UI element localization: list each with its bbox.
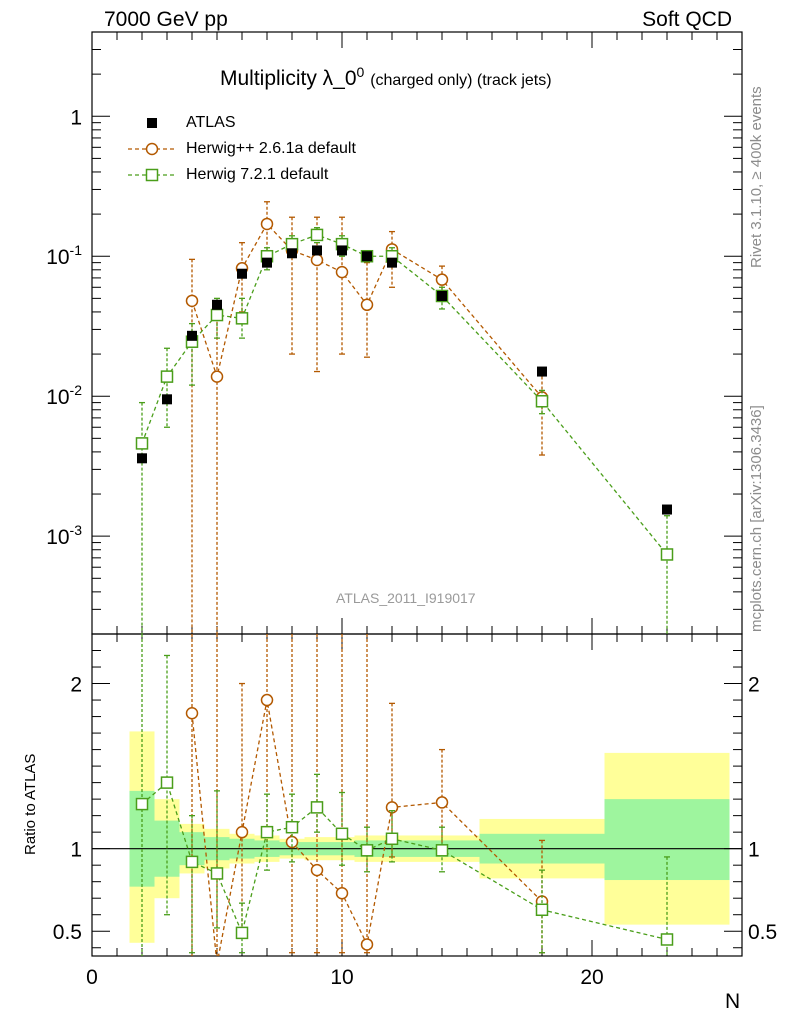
series-1-marker-ratio-12 [535,903,549,917]
series-1-marker-main-6 [285,237,299,251]
y-main-tick-label-3: 1 [70,106,82,129]
header-left-label: 7000 GeV pp [104,8,228,31]
atlas-data-point-11 [437,290,447,301]
x-tick-label-0: 0 [86,966,98,989]
series-1-marker-ratio-7 [310,801,324,814]
y-main-tick-label-0: 10-3 [46,522,82,549]
series-1-marker-main-0 [135,437,149,450]
series-1-marker-ratio-9 [360,844,374,857]
series-1-marker-main-4 [235,312,249,325]
series-1-marker-ratio-11 [435,844,449,857]
y-ratio-tick-label-right-1: 1 [748,839,760,862]
series-1-marker-ratio-0 [135,797,149,811]
series-1-marker-ratio-10 [385,832,399,846]
chart-title-main: Multiplicity λ_0 [220,67,357,90]
series-1-line-main [141,234,668,555]
series-0-marker-ratio-6 [335,887,349,900]
axis-ticks [91,31,743,956]
ratio-band-inner-13 [604,799,730,881]
legend-marker-herwigpp [145,142,159,156]
y-ratio-tick-label-0: 0.5 [53,921,82,944]
atlas-data-point-5 [262,257,272,268]
series-1-marker-ratio-3 [210,867,224,880]
series-0-marker-ratio-2 [235,825,249,839]
series-1-marker-ratio-8 [335,827,349,841]
atlas-data-point-1 [162,394,172,405]
chart-title: Multiplicity λ_00 (charged only) (track … [220,64,552,91]
series-1-marker-ratio-5 [260,825,274,839]
atlas-data-point-4 [237,268,247,279]
series-0-marker-main-5 [310,253,324,267]
series-1-marker-ratio-6 [285,820,299,834]
series-0-marker-main-3 [260,217,274,231]
series-0-marker-main-1 [210,370,224,383]
series-1-marker-ratio-4 [235,926,249,940]
series-0-marker-ratio-0 [185,707,199,720]
x-axis-label: N [725,990,741,1013]
series-0-marker-main-0 [185,294,199,308]
y-main-tick-label-1: 10-2 [46,382,82,409]
atlas-data-points [137,245,672,515]
atlas-data-point-9 [362,251,372,262]
atlas-data-point-7 [312,245,322,256]
legend-marker-herwig7 [145,168,159,182]
series-1-marker-ratio-1 [160,776,174,789]
series-1-marker-main-7 [310,228,324,242]
atlas-data-point-6 [287,248,297,259]
rivet-version-label: Rivet 3.1.10, ≥ 400k events [748,86,765,268]
series-0-marker-ratio-3 [260,693,274,707]
y-ratio-tick-label-right-0: 0.5 [748,921,777,944]
legend-marker-atlas [147,118,157,128]
chart-title-sup: 0 [356,64,365,80]
atlas-data-point-2 [187,330,197,341]
atlas-data-point-3 [212,299,222,310]
atlas-data-point-0 [137,453,147,464]
series-1-marker-main-12 [535,395,549,408]
x-tick-label-2: 20 [580,966,603,989]
series-0-marker-main-9 [435,273,449,286]
y-axis-ratio-label: Ratio to ATLAS [22,753,39,855]
atlas-data-point-8 [337,245,347,256]
series-1-marker-ratio-13 [660,933,674,946]
legend-label-herwig7: Herwig 7.2.1 default [186,166,329,183]
atlas-data-point-13 [662,504,672,515]
series-1-marker-ratio-2 [185,855,199,869]
atlas-data-point-10 [387,257,397,268]
series-0-marker-main-6 [335,265,349,279]
legend-markers [128,118,176,182]
series-0-marker-main-7 [360,298,374,312]
series-1-marker-main-1 [160,370,174,383]
ratio-uncertainty-bands [129,731,730,943]
series-1-marker-main-3 [210,308,224,322]
y-ratio-tick-label-1: 1 [70,839,82,862]
source-label: mcplots.cern.ch [arXiv:1306.3436] [748,405,765,632]
atlas-data-point-12 [537,366,547,377]
series-0-marker-ratio-5 [310,863,324,877]
y-ratio-tick-label-2: 2 [70,674,82,697]
legend-label-herwigpp: Herwig++ 2.6.1a default [186,140,356,157]
x-tick-label-1: 10 [330,966,353,989]
series-0-marker-ratio-9 [435,796,449,809]
series-1-marker-main-13 [660,548,674,561]
header-right-label: Soft QCD [642,8,732,31]
series-0-marker-ratio-7 [360,938,374,951]
legend-label-atlas: ATLAS [186,114,236,131]
chart-title-suffix: (charged only) (track jets) [370,72,552,89]
watermark-label: ATLAS_2011_I919017 [336,590,476,606]
y-ratio-tick-label-right-2: 2 [748,674,760,697]
y-main-tick-label-2: 10-1 [46,242,82,269]
